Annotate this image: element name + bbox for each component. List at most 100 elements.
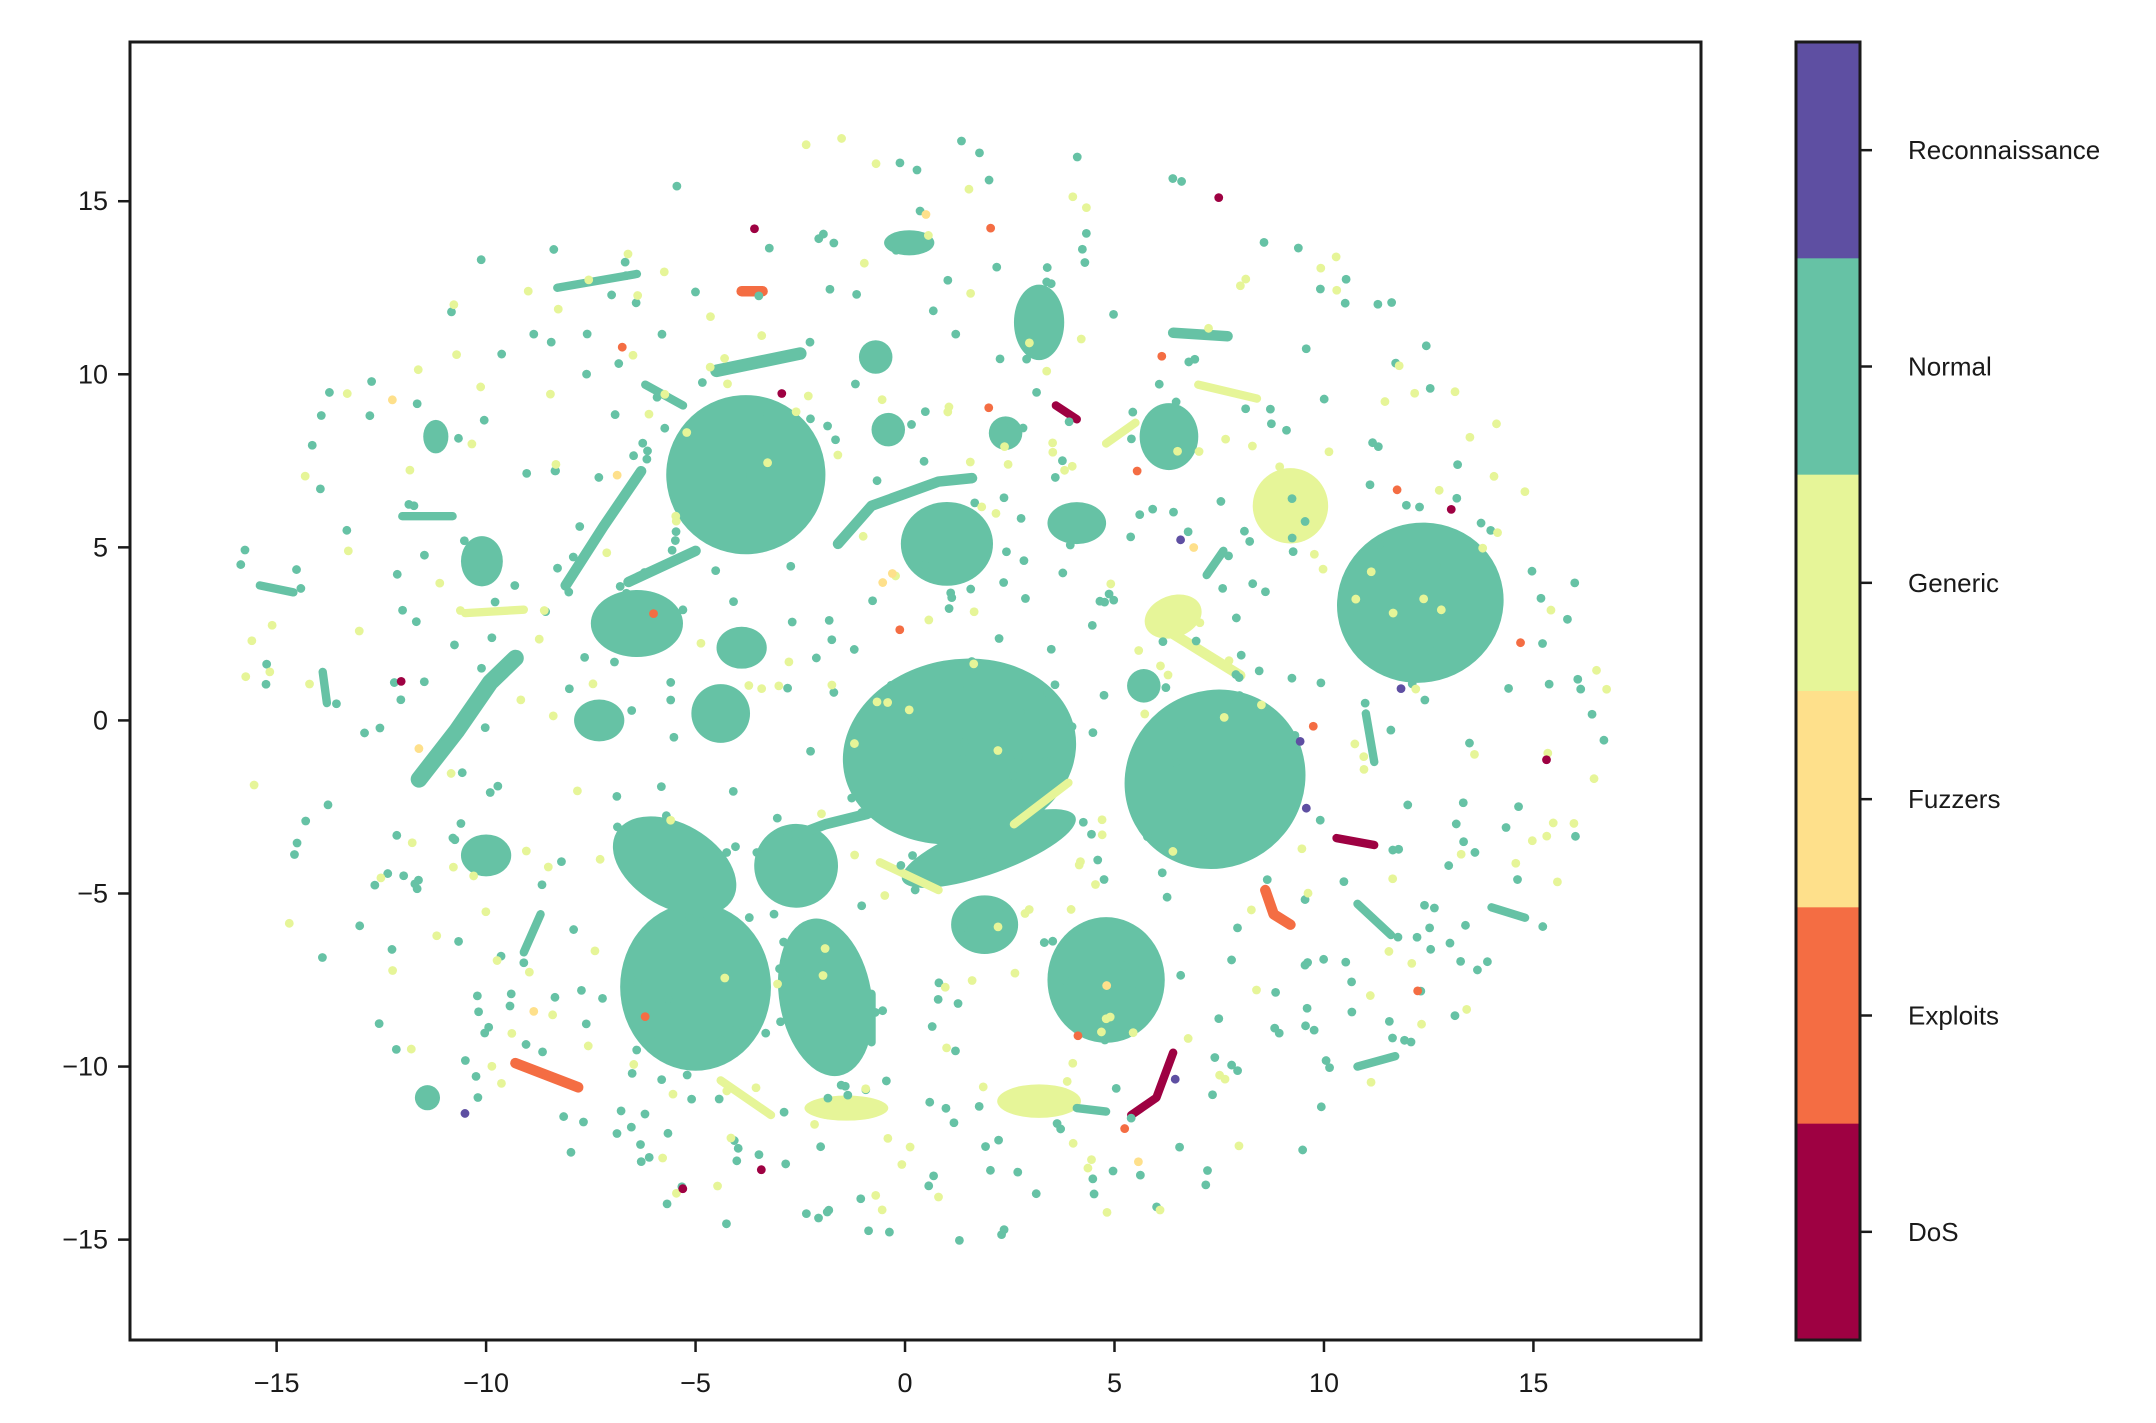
scatter-point-normal [814,1213,823,1223]
scatter-point-normal [812,863,822,873]
scatter-point-normal [1231,670,1241,679]
scatter-point-exploits [1413,986,1423,996]
scatter-point-generic [376,873,386,883]
scatter-point-generic [978,1082,988,1092]
scatter-point-generic [432,931,442,941]
scatter-point-normal [994,634,1004,643]
scatter-point-normal [1227,1060,1237,1070]
scatter-point-normal [1008,771,1018,781]
scatter-point-generic [595,854,605,864]
scatter-point-generic [993,922,1003,932]
scatter-point-normal [919,456,929,466]
scatter-point-normal [1340,298,1350,308]
scatter-point-normal [399,871,409,881]
scatter-point-generic [751,1083,761,1093]
scatter-point-normal [999,421,1009,430]
scatter-point-normal [1135,1170,1145,1180]
scatter-point-normal [849,1008,859,1018]
scatter-point-generic [1394,361,1404,371]
scatter-point-generic [726,1133,736,1143]
scatter-point-generic [897,1160,907,1169]
scatter-point-generic [977,502,987,512]
scatter-point-exploits [895,625,905,635]
scatter-point-normal [1282,425,1291,435]
scatter-point-normal [1287,673,1297,683]
scatter-point-normal [375,723,385,733]
scatter-point-normal [594,473,604,482]
scatter-point-normal [566,1147,576,1157]
scatter-point-normal [1288,547,1298,556]
scatter-point-generic [267,620,277,630]
scatter-cluster-normal [988,416,1023,450]
scatter-point-normal [1176,970,1186,980]
scatter-point-normal [460,1056,470,1065]
scatter-point-normal [662,1199,672,1209]
scatter-point-normal [625,971,635,981]
scatter-cluster-generic [804,1095,889,1121]
scatter-point-normal [367,377,377,386]
scatter-point-generic [871,1191,881,1200]
scatter-point-normal [1290,730,1300,740]
x-tick-label: 0 [898,1368,913,1398]
scatter-point-generic [668,1089,678,1099]
scatter-point-normal [612,1129,622,1138]
scatter-point-normal [1002,547,1011,557]
scatter-point-normal [1127,434,1136,444]
scatter-point-normal [872,476,882,486]
scatter-cluster-normal [620,903,771,1071]
scatter-point-normal [875,421,885,431]
scatter-point-normal [419,677,429,687]
scatter-point-generic [1252,985,1261,995]
scatter-point-normal [292,838,302,848]
scatter-point-generic [850,850,860,860]
scatter-point-normal [1544,679,1554,689]
scatter-point-reconnaissance [1176,535,1186,545]
scatter-point-normal [420,550,429,560]
scatter-point-generic [406,1044,416,1054]
scatter-point-normal [1154,379,1164,389]
scatter-point-normal [1203,1166,1212,1175]
scatter-point-normal [1394,844,1404,854]
scatter-point-generic [969,607,979,617]
scatter-point-normal [639,568,649,577]
scatter-point-generic [880,891,890,900]
scatter-point-generic [1091,880,1100,889]
scatter-point-generic [1569,819,1579,828]
scatter-point-normal [240,545,250,555]
scatter-point-normal [537,880,547,890]
scatter-point-normal [927,1022,937,1031]
scatter-point-normal [1081,228,1091,238]
scatter-point-generic [1542,831,1552,841]
scatter-point-normal [912,165,922,175]
scatter-streak-dos [1127,1048,1178,1120]
scatter-point-normal [975,711,985,720]
scatter-cluster-normal [777,918,873,1077]
scatter-point-normal [477,563,486,573]
scatter-point-generic [1183,1034,1193,1043]
scatter-point-normal [1274,1028,1284,1038]
scatter-point-generic [969,659,979,669]
scatter-point-normal [1483,957,1492,967]
scatter-point-generic [452,350,461,360]
scatter-point-normal [856,1194,866,1204]
scatter-point-generic [1173,446,1182,456]
scatter-point-normal [1064,417,1074,427]
scatter-point-normal [1015,707,1025,717]
scatter-point-normal [963,683,973,693]
scatter-point-normal [450,835,460,845]
scatter-point-normal [1570,578,1580,588]
scatter-point-normal [621,271,631,281]
scatter-point-normal [1218,583,1228,593]
scatter-point-normal [783,683,792,693]
scatter-point-normal [1365,480,1375,490]
scatter-point-dos [756,1165,766,1175]
scatter-point-normal [663,994,673,1004]
scatter-point-normal [997,1230,1006,1240]
scatter-point-normal [1470,848,1480,857]
scatter-point-normal [1191,636,1201,646]
scatter-point-normal [636,1157,646,1167]
scatter-point-generic [584,275,594,285]
scatter-point-normal [506,989,516,999]
scatter-point-normal [1087,620,1097,630]
scatter-point-generic [573,786,582,796]
